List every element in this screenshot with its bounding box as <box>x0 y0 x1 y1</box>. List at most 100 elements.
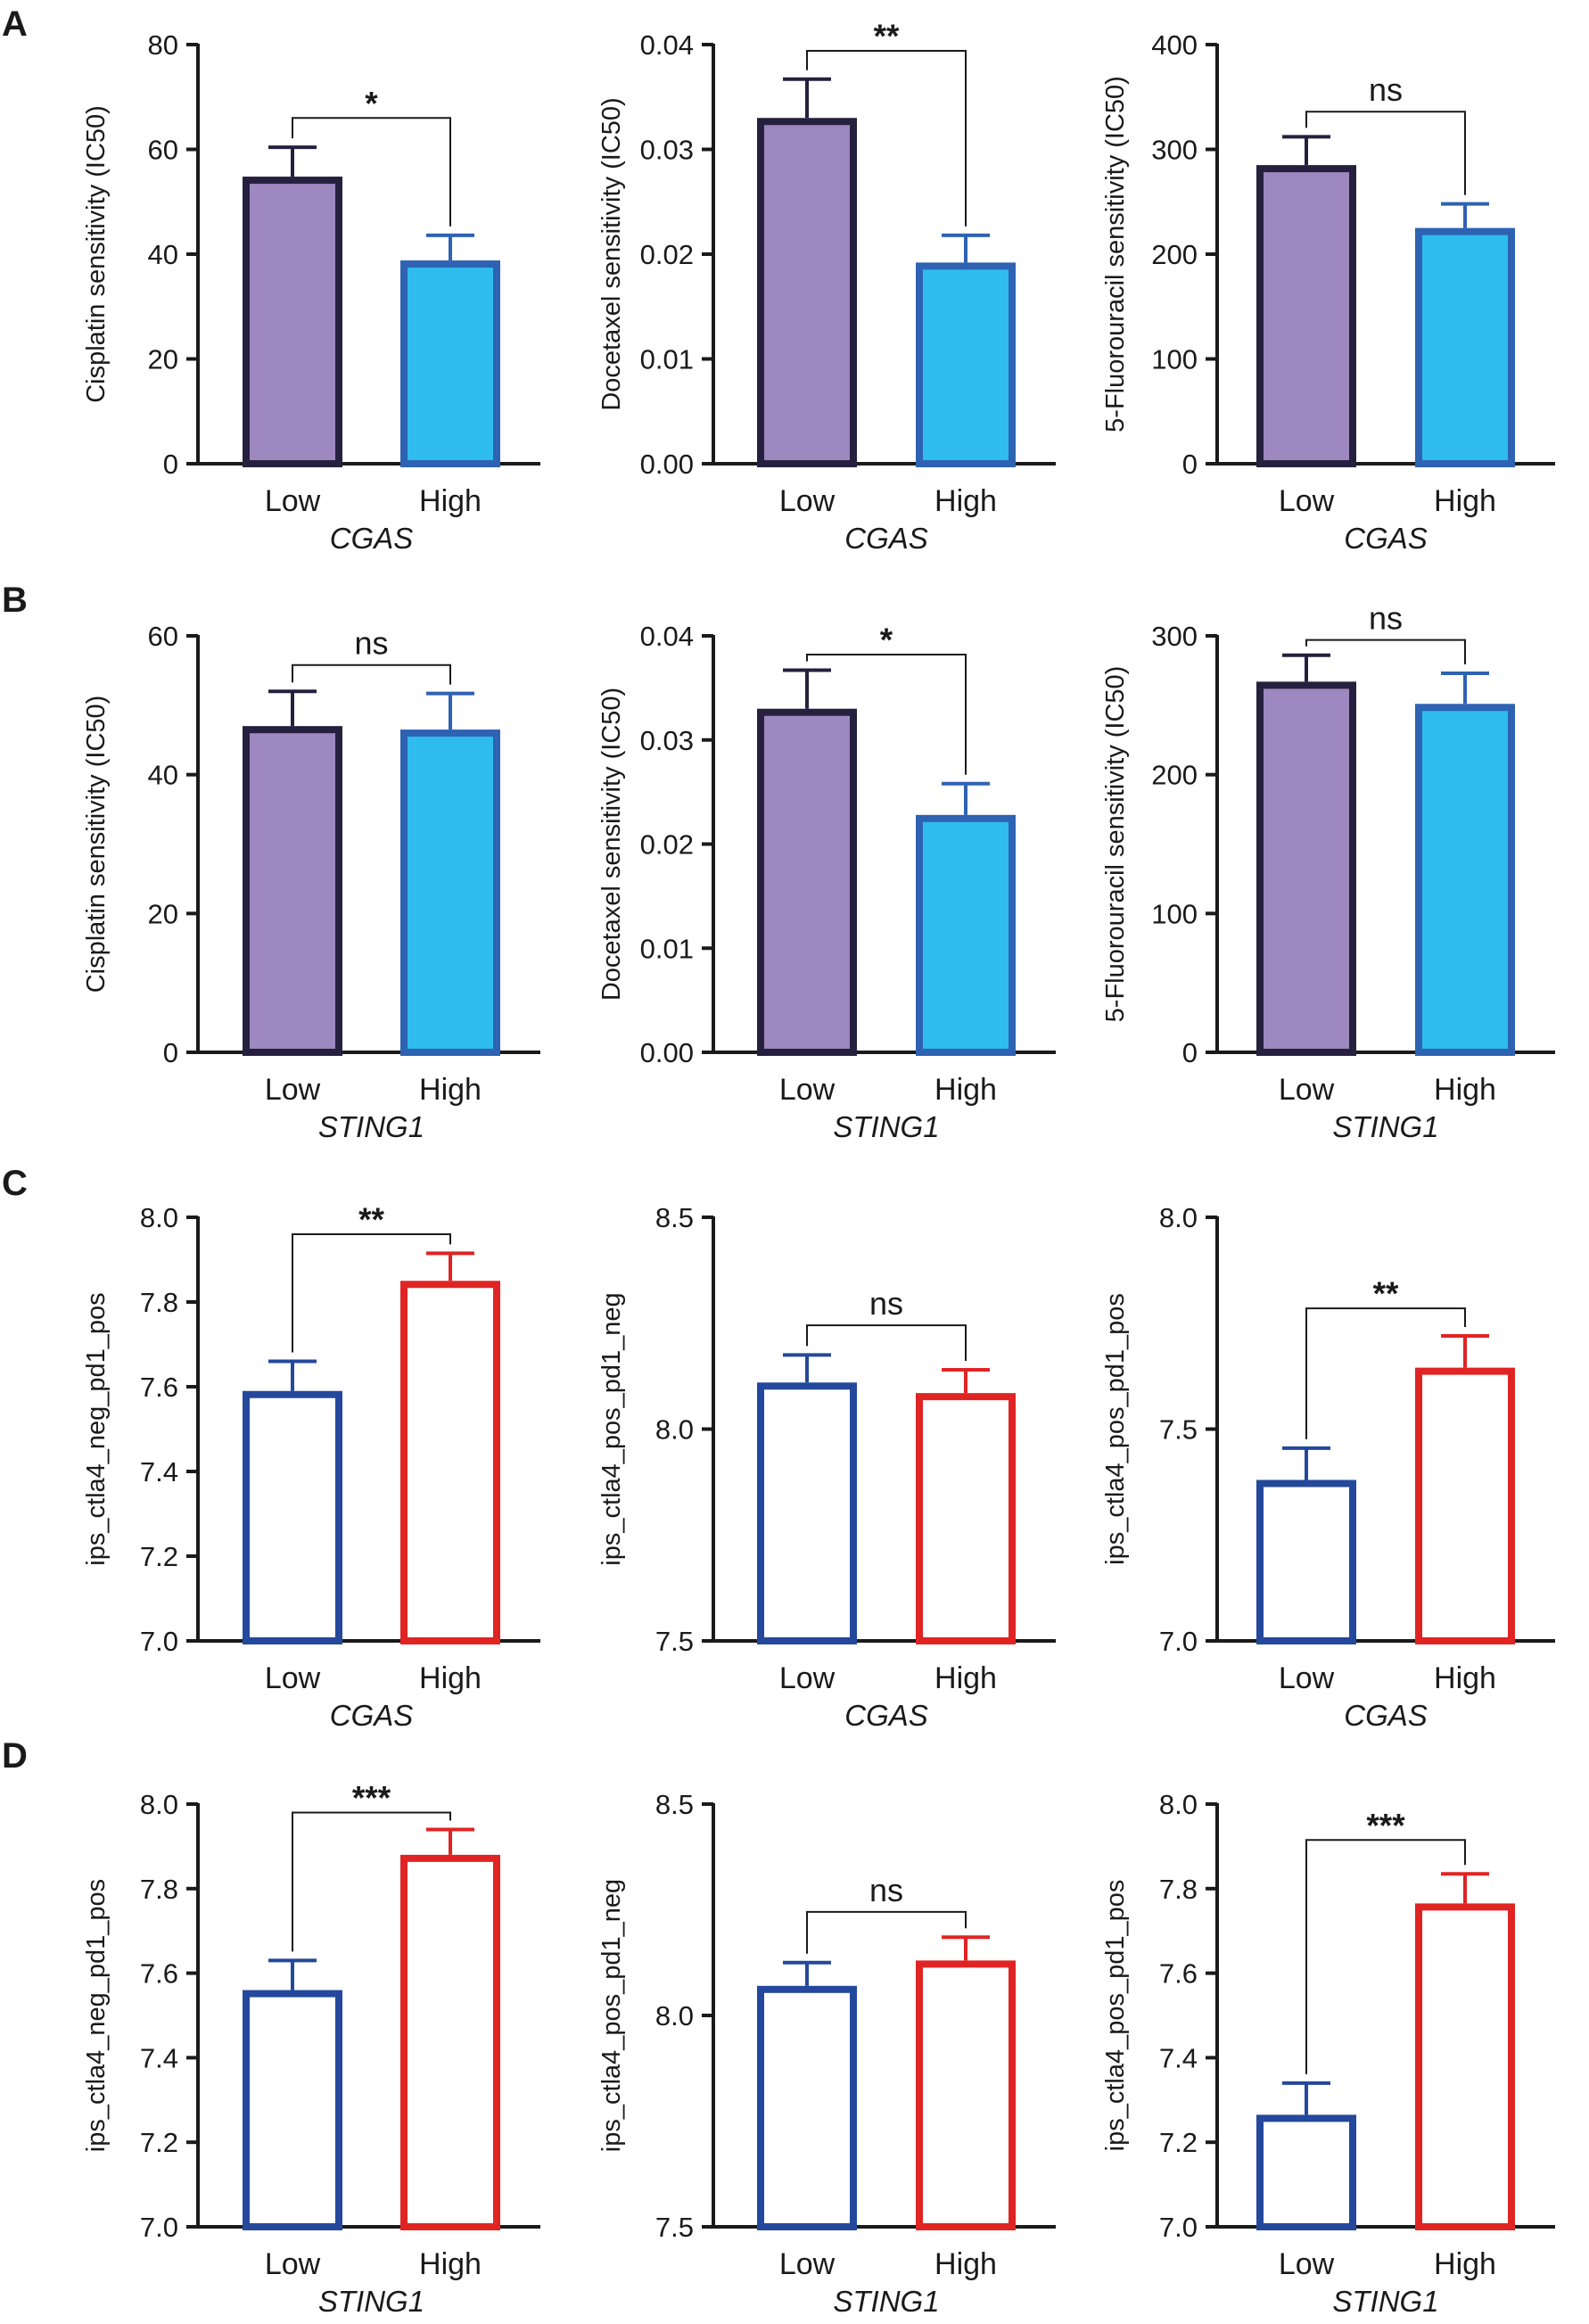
significance-label: ns <box>1369 71 1403 108</box>
chart-a-2: 0.00 0.01 0.02 0.03 0.04 Docetaxel sensitivit… <box>597 18 1056 555</box>
y-tick-label: 60 <box>148 621 178 652</box>
category-label-low: Low <box>1279 1661 1335 1695</box>
category-label-high: High <box>934 1661 997 1695</box>
significance-label: ** <box>1373 1275 1399 1312</box>
significance-bracket <box>806 50 967 227</box>
chart-b-2: 0.00 0.01 0.02 0.03 0.04 Docetaxel sensitivit… <box>597 621 1056 1143</box>
bar-high <box>916 1960 1016 2230</box>
category-label-high: High <box>419 2247 482 2281</box>
category-label-high: High <box>1434 484 1496 518</box>
y-tick-label: 7.8 <box>1159 1874 1198 1905</box>
bar-low <box>1256 681 1356 1056</box>
gene-label: CGAS <box>1344 522 1428 555</box>
significance-label: ns <box>869 1872 903 1908</box>
y-tick-label: 400 <box>1151 29 1198 61</box>
y-tick-label: 0.02 <box>640 239 694 270</box>
y-tick-label: 80 <box>148 29 178 61</box>
category-label-high: High <box>934 484 997 518</box>
y-tick-label: 0.04 <box>640 621 694 652</box>
category-label-high: High <box>419 484 482 518</box>
y-axis-title: Docetaxel sensitivity (IC50) <box>597 97 626 410</box>
y-axis-title: ips_ctla4_pos_pd1_pos <box>1101 1293 1130 1565</box>
significance-bracket <box>806 1324 967 1361</box>
panel-label-c: C <box>2 1164 28 1203</box>
category-label-low: Low <box>779 1661 836 1695</box>
y-tick-label: 7.2 <box>1159 2127 1198 2158</box>
y-tick-label: 200 <box>1151 760 1198 791</box>
chart-d-1: 7.0 7.2 7.4 7.6 7.8 8.0 ips_ctla4_neg_pd1_pos L… <box>82 1779 540 2318</box>
y-tick-label: 7.4 <box>1159 2042 1198 2073</box>
y-tick-label: 7.2 <box>140 2127 178 2158</box>
y-axis-title: Cisplatin sensitivity (IC50) <box>82 105 111 403</box>
y-tick-label: 200 <box>1151 239 1198 270</box>
y-tick-label: 20 <box>148 898 178 929</box>
y-tick-label: 0 <box>163 449 178 480</box>
y-tick-label: 0.00 <box>640 449 694 480</box>
bar-high <box>916 1393 1016 1644</box>
significance-label: ns <box>869 1285 903 1322</box>
gene-label: STING1 <box>318 2285 424 2318</box>
chart-b-1: 0 20 40 60 Cisplatin sensitivity (IC50) Low Hi… <box>82 621 540 1143</box>
panel-label-d: D <box>2 1736 28 1776</box>
y-tick-label: 300 <box>1151 621 1198 652</box>
category-label-low: Low <box>265 484 321 518</box>
gene-label: STING1 <box>1332 2285 1438 2318</box>
significance-bracket <box>1305 111 1466 195</box>
y-tick-label: 0.04 <box>640 29 694 61</box>
y-tick-label: 0.03 <box>640 135 694 166</box>
significance-bracket <box>1305 1839 1466 2074</box>
y-tick-label: 100 <box>1151 344 1198 375</box>
chart-c-1: 7.0 7.2 7.4 7.6 7.8 8.0 ips_ctla4_neg_pd1_pos L… <box>82 1201 540 1732</box>
bar-high <box>1415 1367 1515 1644</box>
chart-c-2: 7.5 8.0 8.5 ips_ctla4_pos_pd1_neg Low HighCGA… <box>597 1202 1056 1732</box>
plots-layer: 0 20 40 60 80 Cisplatin sensitivity (IC50) Low… <box>82 18 1555 2318</box>
chart-b-3: 0 100 200 300 5-Fluorouracil sensitivity (IC… <box>1101 600 1555 1143</box>
bar-high <box>1415 704 1515 1056</box>
category-label-high: High <box>934 2247 997 2281</box>
y-tick-label: 0.00 <box>640 1037 694 1068</box>
significance-bracket <box>292 1233 451 1353</box>
chart-d-3: 7.0 7.2 7.4 7.6 7.8 8.0 ips_ctla4_pos_pd1_pos L… <box>1101 1789 1555 2318</box>
bar-high <box>916 814 1016 1056</box>
category-label-low: Low <box>779 1073 836 1107</box>
y-tick-label: 0 <box>1182 449 1198 480</box>
gene-label: STING1 <box>318 1110 424 1143</box>
bar-low <box>243 1990 342 2231</box>
bar-low <box>757 1382 857 1644</box>
category-label-low: Low <box>779 2247 836 2281</box>
gene-label: CGAS <box>330 522 414 555</box>
gene-label: CGAS <box>330 1699 414 1732</box>
y-axis-title: 5-Fluorouracil sensitivity (IC50) <box>1101 666 1130 1023</box>
y-tick-label: 7.2 <box>140 1541 178 1572</box>
y-axis-title: ips_ctla4_neg_pd1_pos <box>82 1879 111 2152</box>
significance-bracket <box>292 117 451 227</box>
y-tick-label: 7.0 <box>1159 2212 1198 2243</box>
y-tick-label: 8.0 <box>140 1202 178 1233</box>
category-label-high: High <box>419 1073 482 1107</box>
y-axis-title: ips_ctla4_pos_pd1_pos <box>1101 1880 1130 2152</box>
y-tick-label: 60 <box>148 135 178 166</box>
significance-bracket <box>806 1910 967 1954</box>
y-tick-label: 7.0 <box>140 1626 178 1657</box>
category-label-high: High <box>1434 2247 1496 2281</box>
bar-high <box>916 262 1016 467</box>
y-tick-label: 0.01 <box>640 344 694 375</box>
category-label-low: Low <box>265 2247 321 2281</box>
y-tick-label: 8.5 <box>655 1202 694 1233</box>
significance-label: ns <box>1369 600 1403 637</box>
chart-a-3: 0 100 200 300 400 5-Fluorouracil sensitivity … <box>1101 29 1555 555</box>
chart-d-2: 7.5 8.0 8.5 ips_ctla4_pos_pd1_neg Low High STI… <box>597 1789 1056 2318</box>
gene-label: STING1 <box>833 2285 939 2318</box>
y-tick-label: 7.4 <box>140 2042 178 2073</box>
category-label-high: High <box>1434 1661 1496 1695</box>
category-label-low: Low <box>1279 484 1335 518</box>
y-tick-label: 40 <box>148 239 178 270</box>
significance-label: * <box>880 622 893 658</box>
y-tick-label: 7.5 <box>1159 1414 1198 1446</box>
y-tick-label: 100 <box>1151 898 1198 929</box>
y-tick-label: 7.8 <box>140 1287 178 1318</box>
gene-label: CGAS <box>844 1699 928 1732</box>
y-tick-label: 7.6 <box>1159 1958 1198 1990</box>
bar-low <box>757 1985 857 2231</box>
category-label-low: Low <box>779 484 836 518</box>
